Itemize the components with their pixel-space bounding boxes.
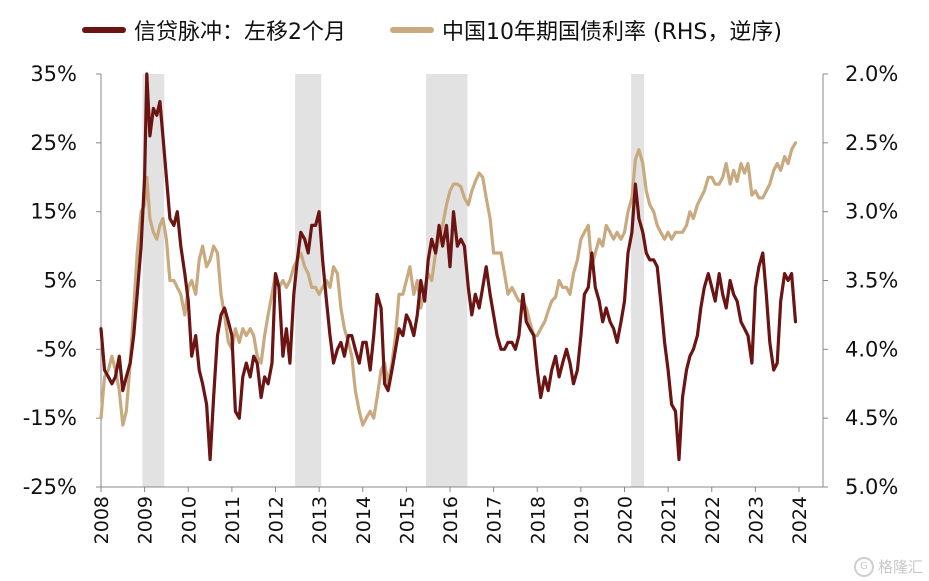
- shaded-periods: [142, 74, 645, 487]
- watermark: G 格隆汇: [853, 556, 923, 577]
- axes: 35% 25% 15% 5% -5% -15% -25% 2.0% 2.5% 3.0% 3.5% 4.…: [23, 62, 899, 544]
- legend-label-bond-yield: 中国10年期国债利率 (RHS，逆序): [442, 20, 782, 45]
- legend-label-credit-impulse: 信贷脉冲：左移2个月: [134, 20, 346, 45]
- x-tick-label: 2020: [615, 496, 637, 544]
- x-tick-label: 2015: [396, 496, 418, 544]
- legend-item-bond-yield: 中国10年期国债利率 (RHS，逆序): [390, 14, 782, 46]
- x-tick-label: 2016: [440, 496, 462, 544]
- left-tick-label: -15%: [23, 406, 77, 430]
- left-tick-label: -25%: [23, 475, 77, 499]
- x-tick-label: 2010: [178, 496, 200, 544]
- x-tick-label: 2011: [222, 496, 244, 544]
- right-tick-label: 4.0%: [845, 337, 898, 361]
- legend-swatch-credit-impulse: [82, 27, 126, 33]
- left-tick-label: 5%: [44, 269, 77, 293]
- watermark-text: 格隆汇: [877, 558, 923, 576]
- legend-item-credit-impulse: 信贷脉冲：左移2个月: [82, 14, 346, 46]
- x-tick-label: 2009: [135, 496, 157, 544]
- x-tick-label: 2022: [702, 496, 724, 544]
- legend: 信贷脉冲：左移2个月 中国10年期国债利率 (RHS，逆序): [82, 14, 826, 46]
- x-tick-label: 2017: [484, 496, 506, 544]
- x-tick-label: 2014: [353, 496, 375, 544]
- x-tick-label: 2023: [745, 496, 767, 544]
- legend-swatch-bond-yield: [390, 27, 434, 33]
- series-line-bond-yield: [99, 141, 798, 427]
- x-tick-label: 2021: [658, 496, 680, 544]
- series-lines: [99, 72, 798, 462]
- right-tick-label: 2.0%: [845, 62, 898, 86]
- series-line-credit-impulse: [99, 72, 798, 462]
- left-tick-label: 25%: [30, 131, 77, 155]
- right-tick-label: 4.5%: [845, 406, 898, 430]
- x-tick-label: 2008: [91, 496, 113, 544]
- shaded-period-1: [295, 74, 322, 487]
- left-tick-label: 35%: [30, 62, 77, 86]
- watermark-logo-icon: G: [853, 556, 874, 577]
- x-tick-label: 2013: [309, 496, 331, 544]
- right-tick-label: 3.5%: [845, 269, 898, 293]
- shaded-period-3: [631, 74, 645, 487]
- left-tick-label: 15%: [30, 200, 77, 224]
- right-tick-label: 3.0%: [845, 200, 898, 224]
- left-tick-label: -5%: [36, 337, 77, 361]
- right-tick-label: 5.0%: [845, 475, 898, 499]
- right-tick-label: 2.5%: [845, 131, 898, 155]
- x-tick-label: 2024: [789, 496, 811, 544]
- x-tick-label: 2019: [571, 496, 593, 544]
- x-tick-label: 2018: [527, 496, 549, 544]
- x-tick-label: 2012: [266, 496, 288, 544]
